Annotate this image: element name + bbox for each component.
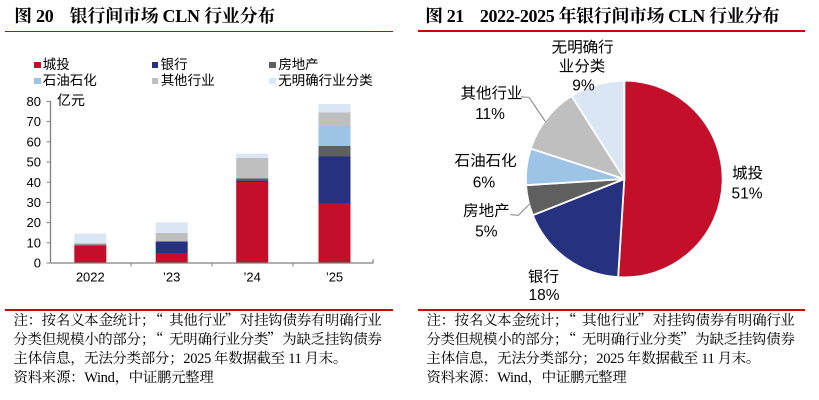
svg-text:’23: ’23 bbox=[163, 270, 180, 285]
svg-text:0: 0 bbox=[34, 256, 41, 271]
svg-text:20: 20 bbox=[27, 215, 41, 230]
svg-text:10: 10 bbox=[27, 235, 41, 250]
svg-text:2022: 2022 bbox=[76, 270, 105, 285]
svg-text:6%: 6% bbox=[473, 174, 496, 191]
svg-text:’25: ’25 bbox=[326, 270, 343, 285]
svg-text:9%: 9% bbox=[572, 78, 595, 95]
svg-text:’24: ’24 bbox=[244, 270, 261, 285]
svg-text:51%: 51% bbox=[731, 186, 762, 203]
svg-text:亿元: 亿元 bbox=[57, 92, 85, 108]
svg-text:70: 70 bbox=[27, 114, 41, 129]
svg-text:银行: 银行 bbox=[528, 268, 559, 286]
svg-text:60: 60 bbox=[27, 134, 41, 149]
svg-text:石油石化: 石油石化 bbox=[454, 152, 517, 170]
svg-text:40: 40 bbox=[27, 175, 41, 190]
svg-text:18%: 18% bbox=[528, 287, 559, 304]
svg-text:房地产: 房地产 bbox=[463, 203, 510, 220]
svg-text:80: 80 bbox=[27, 94, 41, 109]
svg-text:城投: 城投 bbox=[732, 166, 763, 183]
svg-text:5%: 5% bbox=[475, 224, 498, 241]
svg-text:11%: 11% bbox=[475, 106, 505, 123]
svg-text:30: 30 bbox=[27, 195, 41, 210]
svg-text:其他行业: 其他行业 bbox=[460, 85, 522, 103]
svg-text:50: 50 bbox=[27, 155, 41, 170]
svg-text:无明确行: 无明确行 bbox=[551, 39, 613, 57]
svg-text:业分类: 业分类 bbox=[559, 59, 606, 76]
